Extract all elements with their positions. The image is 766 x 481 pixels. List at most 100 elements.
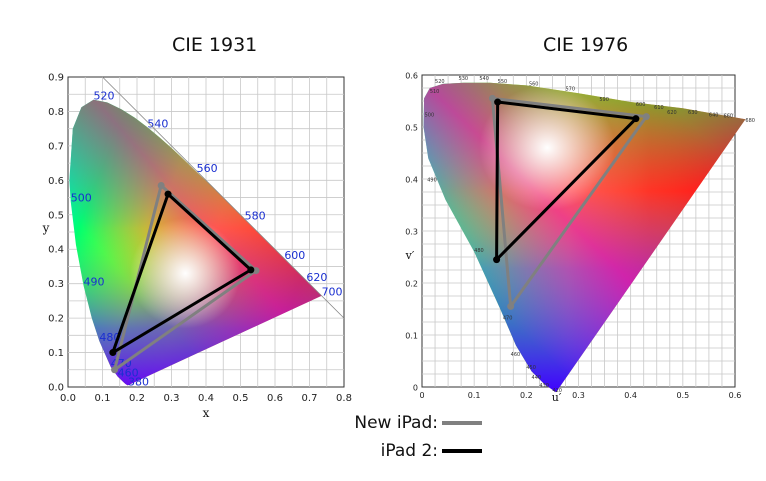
x-tick-label: 0.4 xyxy=(198,393,214,404)
y-tick-label: 0.1 xyxy=(405,332,418,341)
legend-swatch xyxy=(442,449,482,453)
wavelength-label: 430 xyxy=(539,383,549,389)
x-axis-label: u′ xyxy=(552,391,562,404)
y-tick-label: 0.0 xyxy=(48,383,64,394)
gamut-vertex xyxy=(488,94,496,102)
y-axis-label: v′ xyxy=(405,249,415,262)
wavelength-label: 500 xyxy=(425,113,435,119)
legend-label: New iPad: xyxy=(354,413,438,433)
white-point-glow xyxy=(479,85,616,211)
y-tick-label: 0.1 xyxy=(48,348,64,359)
cie-1976-title: CIE 1976 xyxy=(543,34,629,56)
x-tick-label: 0.2 xyxy=(129,393,145,404)
gamut-vertex xyxy=(164,190,172,198)
y-tick-label: 0.4 xyxy=(405,176,418,185)
gamut-triangle-ipad-2 xyxy=(111,192,253,355)
cie-1931-plot: 0.0 0.1 0.2 0.3 0.4 0.5 0.6 0.7 0.8 0.0 0.1 0.2 0.3 0… xyxy=(42,73,352,421)
gamut-triangle-new-ipad xyxy=(490,96,648,308)
x-tick-label: 0.8 xyxy=(336,393,352,404)
wavelength-label: 530 xyxy=(459,76,469,82)
wavelength-label: 520 xyxy=(94,90,115,103)
wavelength-label: 460 xyxy=(118,367,139,380)
wavelength-label: 490 xyxy=(427,178,437,184)
y-tick-label: 0.5 xyxy=(48,210,64,221)
legend-label: iPad 2: xyxy=(380,441,438,461)
wavelength-label: 660 xyxy=(724,114,734,120)
gamut-vertex xyxy=(642,113,650,121)
x-tick-label: 0.4 xyxy=(624,391,637,400)
legend-item-ipad-2: iPad 2: xyxy=(381,439,482,463)
x-tick-label: 0.5 xyxy=(676,391,689,400)
wavelength-label: 700 xyxy=(322,286,343,299)
wavelength-label: 620 xyxy=(667,110,677,116)
wavelength-label: 610 xyxy=(654,105,664,111)
wavelength-label: 620 xyxy=(306,271,327,284)
wavelength-label: 520 xyxy=(435,79,445,85)
x-tick-label: 0.1 xyxy=(95,393,111,404)
wavelength-label: 480 xyxy=(474,248,484,254)
wavelength-label: 580 xyxy=(245,209,266,222)
x-tick-label: 0.3 xyxy=(164,393,180,404)
y-tick-label: 0.7 xyxy=(48,141,64,152)
purity-line xyxy=(102,76,345,319)
wavelength-label: 460 xyxy=(511,352,521,358)
wavelength-label: 680 xyxy=(745,118,755,124)
y-tick-label: 0.2 xyxy=(405,280,418,289)
wavelength-label: 630 xyxy=(688,110,698,116)
gamut-vertex xyxy=(493,256,501,264)
x-tick-label: 0 xyxy=(419,391,424,400)
x-axis-label: x xyxy=(203,406,210,420)
y-tick-label: 0.4 xyxy=(48,245,64,256)
gamut-vertex xyxy=(632,115,640,123)
wavelength-label: 560 xyxy=(529,81,539,87)
wavelength-label: 420 xyxy=(552,388,562,394)
wavelength-label: 470 xyxy=(503,315,513,321)
wavelength-label: 380 xyxy=(128,375,149,388)
wavelength-label: 490 xyxy=(84,275,105,288)
wavelength-label: 450 xyxy=(526,365,536,371)
wavelength-label: 550 xyxy=(498,79,508,85)
wavelength-label: 590 xyxy=(599,97,609,103)
x-tick-label: 0.3 xyxy=(572,391,585,400)
y-tick-label: 0 xyxy=(413,384,418,393)
x-tick-label: 0.7 xyxy=(302,393,318,404)
wavelength-label: 560 xyxy=(197,162,218,175)
y-tick-label: 0.5 xyxy=(405,124,418,133)
x-tick-label: 0.1 xyxy=(468,391,481,400)
cie-1976-plot: 0 0.1 0.2 0.3 0.4 0.5 0.6 0 0.1 0.2 0.3 0.4 0.5 0.6 u′… xyxy=(405,72,755,405)
gamut-vertex xyxy=(247,266,255,274)
wavelength-label: 440 xyxy=(532,375,542,381)
legend-item-new-ipad: New iPad: xyxy=(354,411,482,435)
x-tick-label: 0.5 xyxy=(233,393,249,404)
legend-swatch xyxy=(442,421,482,425)
x-tick-label: 0.2 xyxy=(520,391,533,400)
wavelength-label: 600 xyxy=(284,249,305,262)
wavelength-label: 510 xyxy=(430,89,440,95)
wavelength-label: 640 xyxy=(709,113,719,119)
y-tick-label: 0.6 xyxy=(48,176,64,187)
y-tick-label: 0.2 xyxy=(48,314,64,325)
gamut-vertex xyxy=(507,302,515,310)
wavelength-label: 540 xyxy=(479,76,489,82)
x-tick-label: 0.6 xyxy=(729,391,742,400)
y-tick-label: 0.3 xyxy=(48,279,64,290)
y-tick-label: 0.3 xyxy=(405,228,418,237)
x-tick-label: 0.6 xyxy=(267,393,283,404)
gamut-vertex xyxy=(494,98,502,106)
gamut-triangle-ipad-2 xyxy=(495,100,638,262)
gamut-vertex xyxy=(252,267,260,275)
wavelength-label: 570 xyxy=(565,87,575,93)
wavelength-label: 480 xyxy=(99,331,120,344)
cie-1931-title: CIE 1931 xyxy=(172,34,258,56)
gamut-vertex xyxy=(157,182,165,189)
x-tick-label: 0.0 xyxy=(60,393,76,404)
y-tick-label: 0.9 xyxy=(48,73,64,84)
gamut-vertex xyxy=(111,366,119,374)
y-tick-label: 0.8 xyxy=(48,107,64,118)
y-tick-label: 0.6 xyxy=(405,72,418,81)
wavelength-label: 600 xyxy=(636,102,646,108)
wavelength-label: 540 xyxy=(147,117,168,130)
y-axis-label: y xyxy=(42,221,50,235)
wavelength-label: 500 xyxy=(71,192,92,205)
